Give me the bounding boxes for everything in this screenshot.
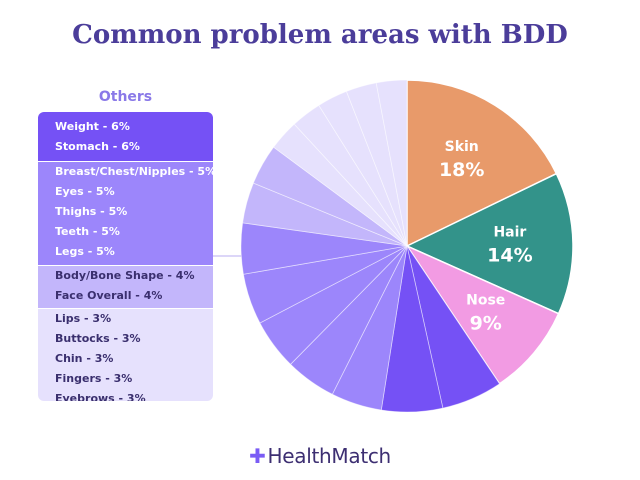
legend-group-6pct: Weight - 6% Stomach - 6%: [38, 112, 213, 161]
legend-group-4pct: Body/Bone Shape - 4% Face Overall - 4%: [38, 265, 213, 308]
legend-item-thighs: Thighs - 5%: [55, 205, 128, 218]
legend-item-face-overall: Face Overall - 4%: [55, 289, 163, 302]
legend-group-3pct: Lips - 3% Buttocks - 3% Chin - 3% Finger…: [38, 308, 213, 401]
legend-item-body-bone-shape: Body/Bone Shape - 4%: [55, 269, 195, 282]
slice-label-hair: Hair: [493, 224, 526, 240]
slice-value-nose: 9%: [470, 312, 502, 334]
legend-item-teeth: Teeth - 5%: [55, 225, 120, 238]
legend-item-breast-chest-nipples: Breast/Chest/Nipples - 5%: [55, 165, 213, 178]
legend-item-stomach: Stomach - 6%: [55, 140, 140, 153]
others-legend: Weight - 6% Stomach - 6% Breast/Chest/Ni…: [38, 112, 213, 401]
slice-label-skin: Skin: [445, 139, 479, 155]
slice-value-skin: 18%: [439, 159, 484, 181]
healthmatch-cross-icon: ✚: [249, 444, 266, 468]
legend-group-5pct: Breast/Chest/Nipples - 5% Eyes - 5% Thig…: [38, 161, 213, 265]
legend-item-fingers: Fingers - 3%: [55, 372, 133, 385]
pie-slice-eyebrows: [375, 79, 408, 247]
brand-name: HealthMatch: [267, 444, 392, 468]
legend-item-legs: Legs - 5%: [55, 245, 115, 258]
legend-item-buttocks: Buttocks - 3%: [55, 332, 141, 345]
pie-slice-hair: [405, 172, 574, 315]
healthmatch-logo: ✚ HealthMatch: [0, 444, 640, 468]
slice-label-nose: Nose: [466, 292, 505, 308]
pie-slice-nose: [404, 244, 560, 385]
legend-item-eyebrows: Eyebrows - 3%: [55, 392, 146, 401]
legend-item-eyes: Eyes - 5%: [55, 185, 115, 198]
others-legend-title: Others: [98, 89, 153, 105]
slice-value-hair: 14%: [487, 244, 532, 266]
legend-item-lips: Lips - 3%: [55, 312, 112, 325]
pie-slice-skin: [406, 79, 558, 248]
legend-item-chin: Chin - 3%: [55, 352, 114, 365]
chart-title: Common problem areas with BDD: [72, 20, 568, 50]
legend-item-weight: Weight - 6%: [55, 120, 130, 133]
